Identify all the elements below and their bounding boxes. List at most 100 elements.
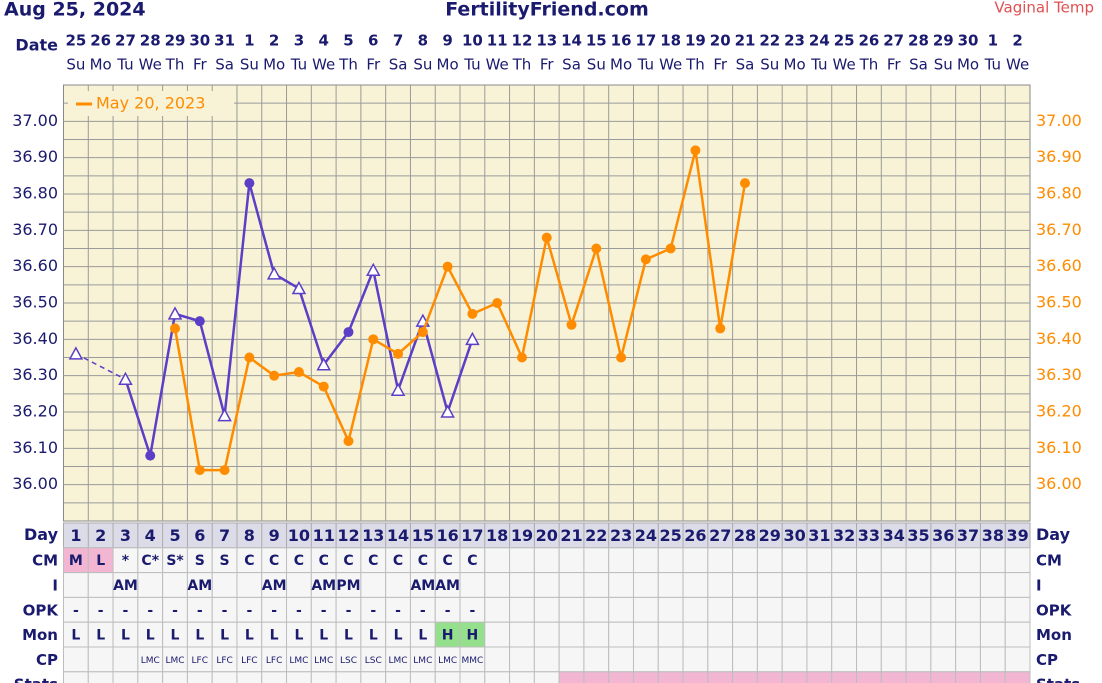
data-point xyxy=(665,243,676,254)
data-point xyxy=(316,357,331,371)
table-cell xyxy=(137,547,164,574)
cell-value: LMC xyxy=(413,656,432,666)
cell-value: - xyxy=(469,603,475,619)
weekday-label: Su xyxy=(760,56,779,74)
date-label: 18 xyxy=(660,32,681,50)
date-label: 29 xyxy=(165,32,186,50)
table-cell xyxy=(905,621,932,648)
day-number: 34 xyxy=(883,526,905,545)
table-cell xyxy=(509,646,535,673)
data-point xyxy=(244,352,255,363)
day-number: 8 xyxy=(244,526,255,545)
table-cell xyxy=(385,572,411,598)
cell-value: - xyxy=(73,603,79,619)
date-label: 12 xyxy=(512,32,533,50)
weekday-label: Tu xyxy=(810,56,827,74)
table-cell xyxy=(856,671,882,683)
table-cell xyxy=(1004,646,1031,673)
cell-value: LMC xyxy=(438,656,457,666)
weekday-label: We xyxy=(833,56,856,74)
y-tick-label: 36.70 xyxy=(12,220,58,239)
cell-value: - xyxy=(346,603,352,619)
cell-value: - xyxy=(197,603,203,619)
table-cell xyxy=(533,621,560,648)
gap-connector xyxy=(75,353,126,380)
table-cell xyxy=(781,572,808,598)
data-point xyxy=(616,352,627,363)
cell-value: L xyxy=(369,628,378,644)
cell-value: - xyxy=(98,603,104,619)
cell-value: * xyxy=(122,553,130,569)
date-label: 17 xyxy=(635,32,656,50)
table-cell xyxy=(930,572,957,598)
weekday-label: Mo xyxy=(610,56,632,74)
y-tick-label: 36.50 xyxy=(12,293,58,312)
cell-value: LFC xyxy=(266,656,282,666)
weekday-label: Su xyxy=(66,56,85,74)
table-cell xyxy=(707,671,734,683)
weekday-label: Tu xyxy=(984,56,1001,74)
table-cell xyxy=(186,572,213,598)
y-tick-label: 36.20 xyxy=(12,402,58,421)
cell-value: LFC xyxy=(241,656,257,666)
table-cell xyxy=(930,621,957,648)
table-cell xyxy=(979,547,1006,574)
row-label: Stats xyxy=(1036,676,1080,683)
date-label: 25 xyxy=(65,32,86,50)
weekday-label: Fr xyxy=(366,56,381,74)
data-point xyxy=(465,331,480,346)
y-tick-label: 36.10 xyxy=(12,438,58,457)
table-cell xyxy=(211,646,238,673)
table-cell xyxy=(533,671,560,683)
data-point xyxy=(390,382,406,396)
table-cell xyxy=(310,646,337,673)
table-cell xyxy=(905,646,932,673)
date-label: 21 xyxy=(735,32,756,50)
cell-value: - xyxy=(271,603,277,619)
data-point xyxy=(440,404,455,418)
date-label: 23 xyxy=(784,32,805,50)
y-tick-label: 37.00 xyxy=(12,111,58,130)
weekday-label: Sa xyxy=(389,56,408,74)
date-label: 7 xyxy=(393,32,403,50)
date-label: 20 xyxy=(710,32,731,50)
weekday-label: Tu xyxy=(290,56,307,74)
day-number: 15 xyxy=(412,526,434,545)
legend-box xyxy=(68,91,234,116)
table-cell xyxy=(657,646,684,673)
y-tick-label: 36.00 xyxy=(12,474,58,493)
table-cell xyxy=(831,596,858,623)
table-cell xyxy=(955,621,981,648)
data-point xyxy=(318,381,329,392)
table-cell xyxy=(87,547,114,574)
table-cell xyxy=(509,572,535,598)
cell-value: AM xyxy=(113,578,138,594)
y2-tick-label: 36.00 xyxy=(1036,474,1082,493)
data-point xyxy=(516,352,527,363)
cell-value: C xyxy=(244,553,254,569)
date-label: 3 xyxy=(294,32,304,50)
y2-tick-label: 36.30 xyxy=(1036,365,1082,384)
table-cell xyxy=(484,621,511,648)
row-label: CM xyxy=(1036,552,1062,570)
table-cell xyxy=(211,621,238,648)
weekday-label: Mo xyxy=(784,56,806,74)
x-axis-label: Date xyxy=(15,36,58,55)
day-number: 33 xyxy=(858,526,880,545)
weekday-label: We xyxy=(1006,56,1029,74)
table-cell xyxy=(1004,547,1031,574)
cell-value: - xyxy=(370,603,376,619)
table-cell xyxy=(1004,671,1031,683)
date-label: 26 xyxy=(90,32,111,50)
data-point xyxy=(118,371,133,386)
date-label: 30 xyxy=(189,32,210,50)
date-label: 4 xyxy=(318,32,328,50)
table-cell xyxy=(608,572,634,598)
table-cell xyxy=(831,671,858,683)
table-cell xyxy=(732,572,758,598)
date-label: 13 xyxy=(536,32,557,50)
weekday-label: Mo xyxy=(957,56,979,74)
table-cell xyxy=(1004,596,1031,623)
data-point xyxy=(715,323,726,334)
table-cell xyxy=(608,547,634,574)
